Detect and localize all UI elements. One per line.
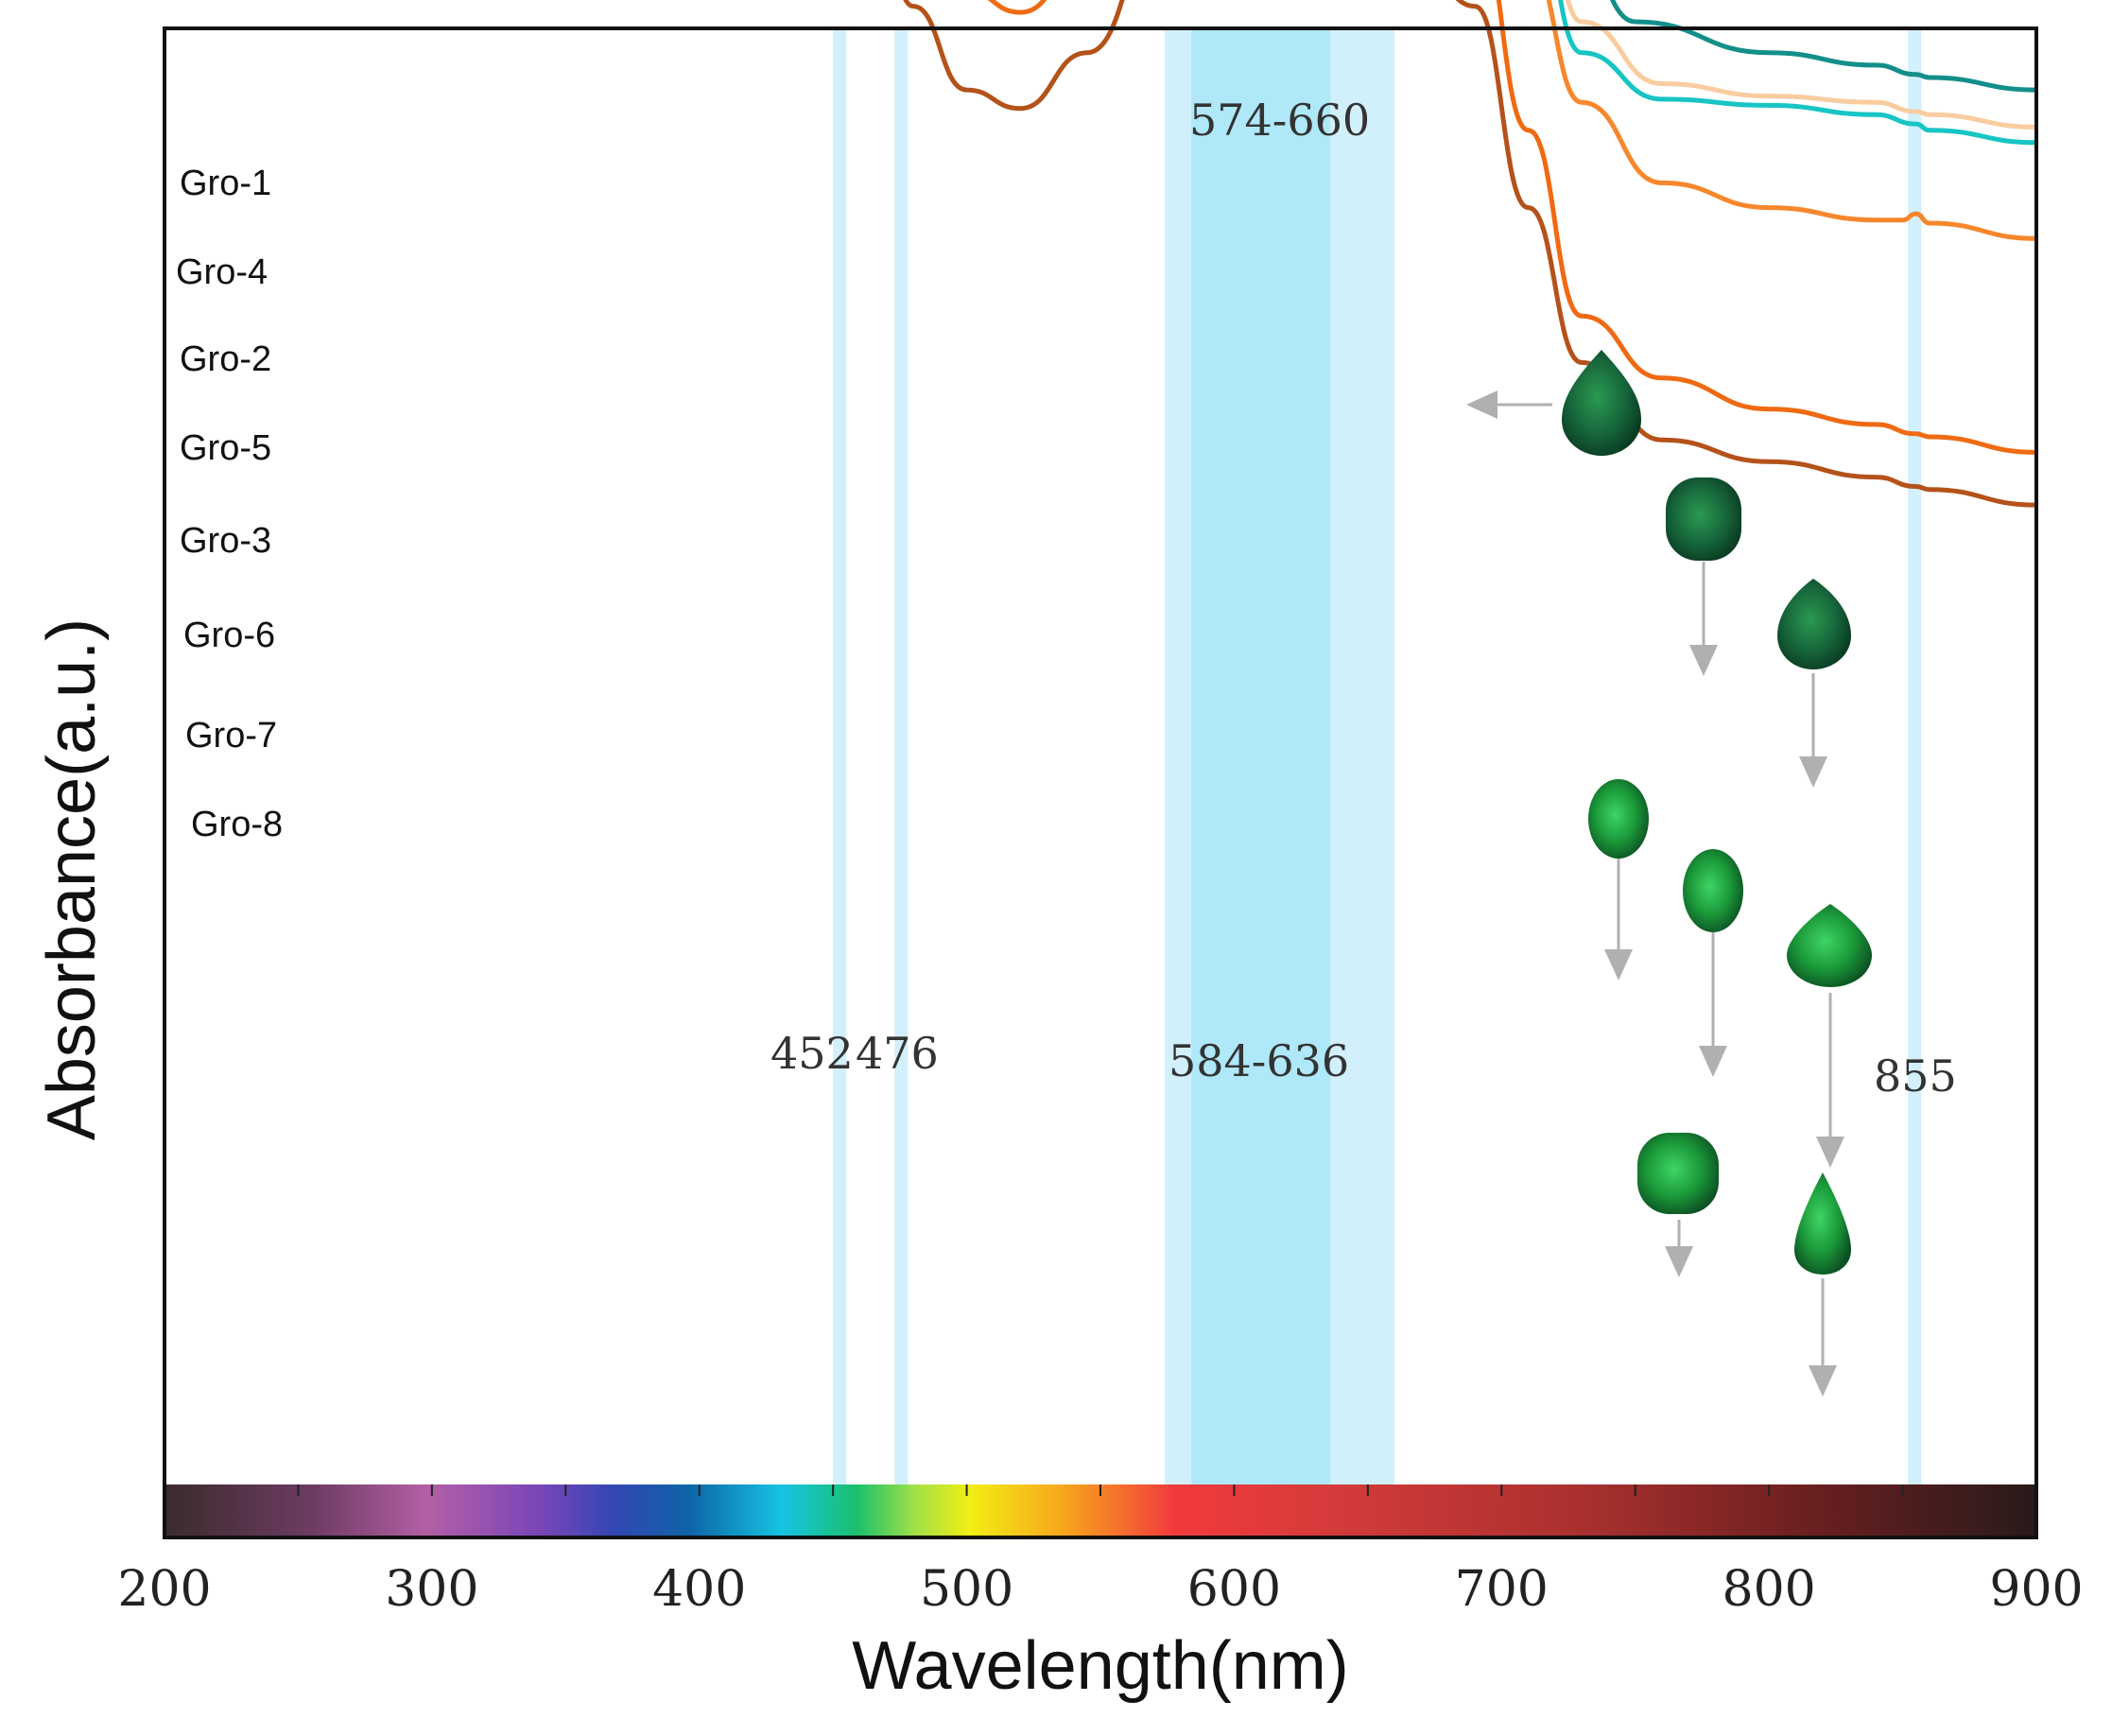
series-line-gro-8 bbox=[903, 0, 2037, 508]
series-label-gro-7: Gro-7 bbox=[185, 716, 277, 755]
x-tick-label: 300 bbox=[385, 1561, 478, 1618]
absorbance-curves bbox=[903, 0, 2037, 508]
x-axis-label: Wavelength(nm) bbox=[852, 1628, 1349, 1704]
x-tick-label: 600 bbox=[1187, 1561, 1281, 1618]
band-label-855: 855 bbox=[1874, 1050, 1957, 1102]
gemstone-images bbox=[1466, 350, 1872, 1397]
series-label-gro-8: Gro-8 bbox=[191, 805, 283, 844]
band-452 bbox=[833, 28, 847, 1537]
band-574-660 bbox=[1191, 28, 1331, 1537]
band-476 bbox=[894, 28, 909, 1537]
series-label-gro-2: Gro-2 bbox=[180, 339, 271, 379]
band-855 bbox=[1908, 28, 1922, 1537]
gem-icon bbox=[1777, 579, 1851, 788]
series-label-gro-1: Gro-1 bbox=[180, 164, 271, 203]
band-label-574-660: 574-660 bbox=[1189, 95, 1370, 146]
x-tick-label: 900 bbox=[1989, 1561, 2083, 1618]
x-tick-label: 400 bbox=[652, 1561, 746, 1618]
x-tick-label: 200 bbox=[117, 1561, 211, 1618]
series-label-gro-6: Gro-6 bbox=[183, 616, 275, 655]
series-labels: Gro-1 Gro-4 Gro-2 Gro-5 Gro-3 Gro-6 Gro-… bbox=[176, 164, 283, 844]
series-line-gro-3 bbox=[1557, 0, 2037, 146]
gem-icon bbox=[1683, 849, 1743, 1077]
series-line-gro-2 bbox=[1610, 0, 2037, 93]
series-line-gro-6 bbox=[1546, 0, 2037, 241]
gem-icon bbox=[1637, 1133, 1719, 1277]
gem-icon bbox=[1666, 477, 1741, 676]
x-tick-label: 800 bbox=[1722, 1561, 1816, 1618]
x-tick-label: 500 bbox=[920, 1561, 1013, 1618]
plot-frame bbox=[163, 26, 2038, 1539]
x-axis-ticks: 200 300 400 500 600 700 800 900 bbox=[117, 1561, 2083, 1618]
series-label-gro-4: Gro-4 bbox=[176, 252, 268, 292]
gem-icon bbox=[1588, 779, 1649, 981]
gem-icon bbox=[1794, 1172, 1851, 1397]
band-label-476: 476 bbox=[856, 1028, 939, 1079]
gem-icon bbox=[1466, 350, 1641, 456]
series-line-gro-7 bbox=[987, 0, 2037, 455]
y-axis-label: Absorbance(a.u.) bbox=[34, 618, 110, 1140]
band-label-584-636: 584-636 bbox=[1169, 1035, 1349, 1086]
absorption-bands bbox=[833, 28, 1922, 1537]
series-label-gro-3: Gro-3 bbox=[180, 521, 271, 561]
gem-icon bbox=[1787, 904, 1872, 1168]
series-line-gro-5 bbox=[1565, 0, 2037, 130]
series-label-gro-5: Gro-5 bbox=[180, 428, 271, 468]
x-tick-label: 700 bbox=[1455, 1561, 1549, 1618]
minor-ticks bbox=[297, 1484, 1904, 1496]
band-label-452: 452 bbox=[770, 1028, 854, 1079]
